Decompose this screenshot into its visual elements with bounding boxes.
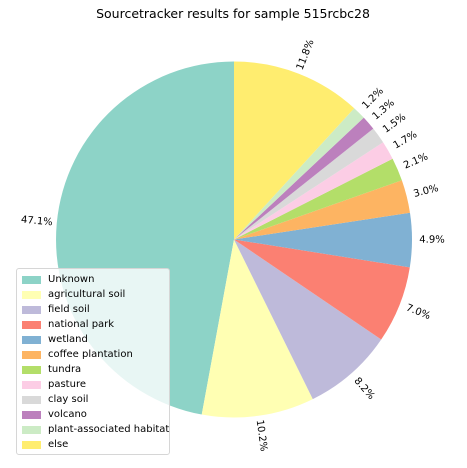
legend-item: volcano [17,407,169,422]
pie-slice-wetland [234,212,413,268]
pie-slice-volcano [234,117,374,240]
legend-item: Unknown [17,272,169,287]
pie-slice-field-soil [234,239,382,400]
legend-label: plant-associated habitat [48,424,170,435]
legend-swatch [22,350,41,359]
pie-slice-national-park [234,239,410,340]
legend-label: agricultural soil [48,289,126,300]
pie-slice-coffee-plantation [234,180,410,240]
legend-item: coffee plantation [17,347,169,362]
legend-item: plant-associated habitat [17,422,169,437]
legend-item: else [17,437,169,452]
legend-swatch [22,440,41,449]
legend-label: national park [48,319,115,330]
chart-title: Sourcetracker results for sample 515rcbc… [96,6,370,21]
pie-slice-plant-associated-habitat [234,108,364,240]
legend-label: pasture [48,379,86,390]
legend-swatch [22,410,41,419]
legend-label: volcano [48,409,87,420]
legend-swatch [22,425,41,434]
legend-item: wetland [17,332,169,347]
legend-item: agricultural soil [17,287,169,302]
legend-item: clay soil [17,392,169,407]
legend-swatch [22,320,41,329]
pie-percent-label: 1.7% [392,129,419,151]
legend-item: pasture [17,377,169,392]
legend-label: clay soil [48,394,89,405]
pie-slice-else [234,61,355,240]
legend-label: coffee plantation [48,349,133,360]
pie-percent-label: 8.2% [352,376,377,402]
legend-swatch [22,305,41,314]
pie-slice-pasture [234,142,393,240]
legend-swatch [22,275,41,284]
legend-item: tundra [17,362,169,377]
pie-percent-label: 2.1% [402,151,430,171]
legend-label: else [48,439,69,450]
pie-percent-label: 7.0% [404,303,432,323]
legend-swatch [22,335,41,344]
pie-percent-label: 47.1% [20,215,53,229]
legend-swatch [22,380,41,389]
pie-slice-tundra [234,158,402,240]
legend-label: Unknown [48,274,95,285]
pie-percent-label: 11.8% [295,38,317,72]
legend-swatch [22,290,41,299]
pie-slices [56,61,413,418]
legend-label: field soil [48,304,90,315]
legend-item: national park [17,317,169,332]
pie-percent-label: 4.9% [419,235,444,246]
legend-label: wetland [48,334,88,345]
legend-item: field soil [17,302,169,317]
pie-slice-agricultural-soil [201,239,313,418]
pie-slice-clay-soil [234,128,384,240]
legend-label: tundra [48,364,82,375]
pie-percent-label: 3.0% [412,183,439,200]
legend-swatch [22,365,41,374]
legend-swatch [22,395,41,404]
legend: Unknown agricultural soil field soil nation… [16,268,170,455]
pie-percent-label: 10.2% [254,419,269,452]
